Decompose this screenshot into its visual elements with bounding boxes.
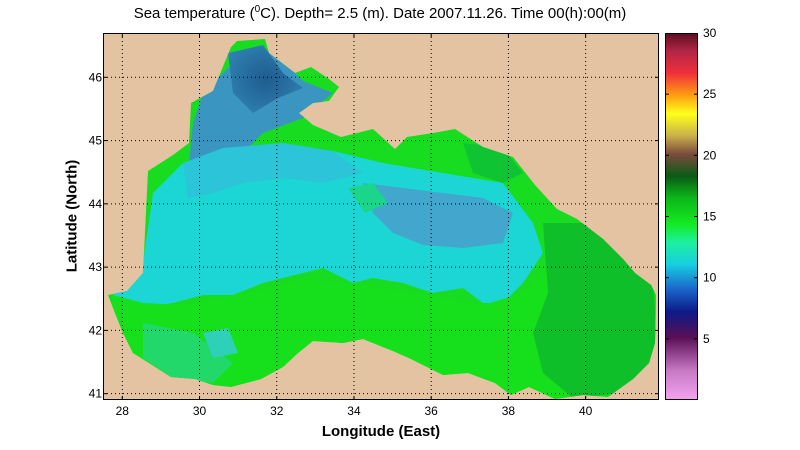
colorbar-tick-label: 5 <box>703 332 710 346</box>
colorbar-labels: 5 10 15 20 25 30 <box>703 26 717 346</box>
x-tick-labels: 28 30 32 34 36 38 40 <box>116 404 593 418</box>
colorbar-gradient <box>665 33 698 400</box>
x-tick-label: 34 <box>347 404 361 418</box>
y-tick-label: 42 <box>89 323 103 337</box>
map-plot <box>103 33 659 400</box>
y-tick-label: 45 <box>89 134 103 148</box>
y-tick-labels: 41 42 43 44 45 46 <box>89 70 103 401</box>
x-tick-label: 40 <box>579 404 593 418</box>
colorbar-frame <box>665 33 698 400</box>
x-tick-label: 36 <box>425 404 439 418</box>
x-tick-label: 30 <box>193 404 207 418</box>
x-tick-label: 28 <box>116 404 130 418</box>
y-tick-label: 41 <box>89 387 103 401</box>
colorbar-tick-label: 15 <box>703 210 717 224</box>
x-axis-label: Longitude (East) <box>321 423 441 440</box>
colorbar <box>665 33 698 400</box>
colorbar-tick-label: 20 <box>703 148 717 162</box>
colorbar-tick-label: 25 <box>703 87 717 101</box>
colorbar-tick-label: 10 <box>703 271 717 285</box>
y-tick-label: 43 <box>89 260 103 274</box>
y-tick-label: 46 <box>89 70 103 84</box>
colorbar-tick-label: 30 <box>703 26 717 40</box>
x-tick-label: 32 <box>270 404 284 418</box>
x-tick-label: 38 <box>502 404 516 418</box>
plot-title: Sea temperature (0C). Depth= 2.5 (m). Da… <box>133 4 627 22</box>
grid-lines <box>103 33 659 400</box>
plot-frame <box>103 33 659 400</box>
y-tick-label: 44 <box>89 197 103 211</box>
